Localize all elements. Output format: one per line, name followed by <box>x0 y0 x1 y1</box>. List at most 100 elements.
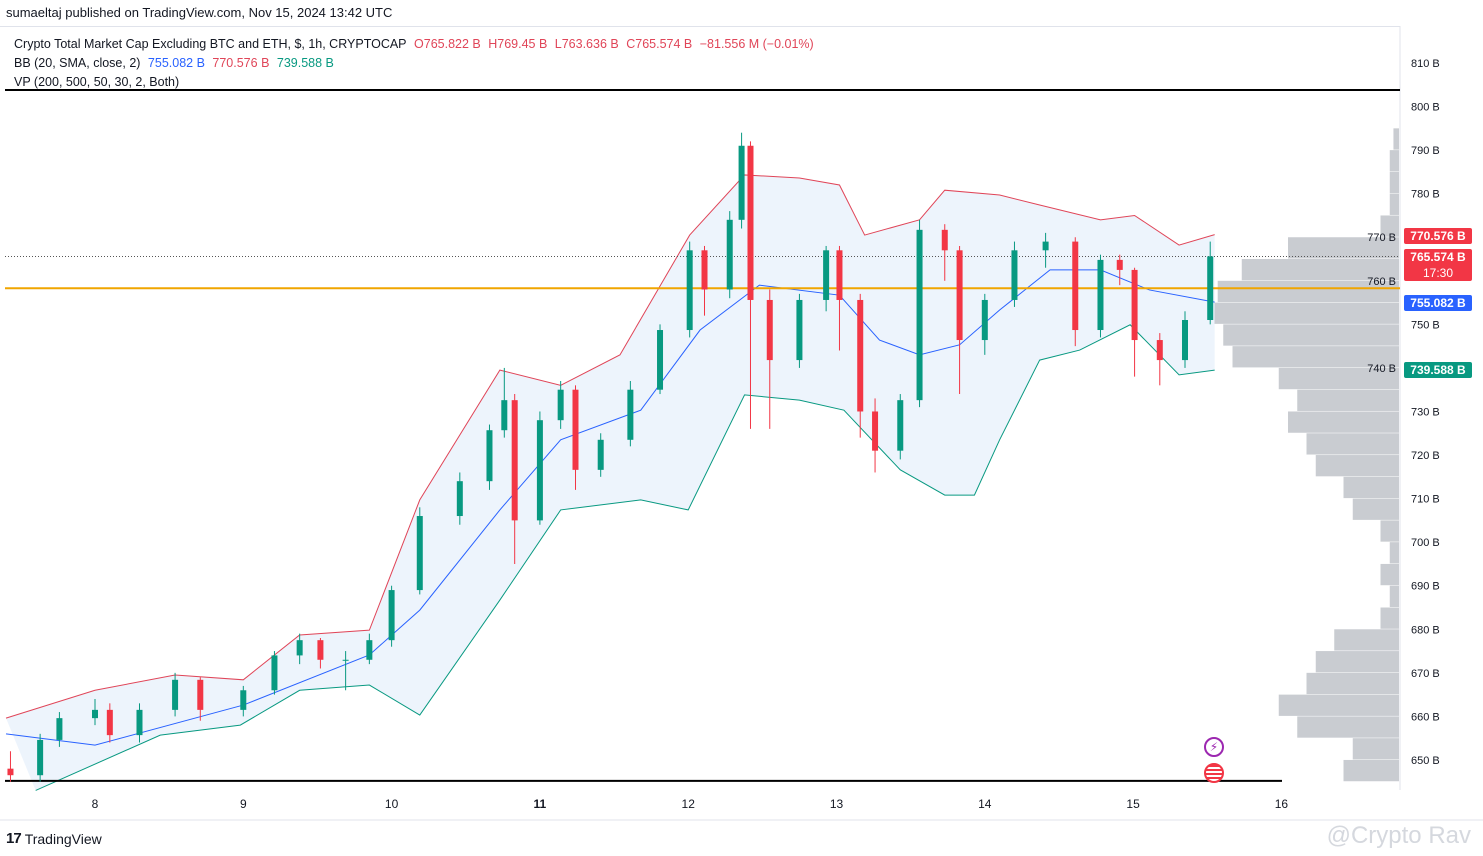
candle-body <box>1182 320 1189 361</box>
y-tick-label: 800 B <box>1411 102 1440 114</box>
candle-body <box>1042 241 1049 251</box>
bb-label: BB (20, SMA, close, 2) <box>14 56 141 70</box>
candle <box>536 411 543 525</box>
candle <box>240 685 247 717</box>
candle <box>7 751 14 782</box>
candle-body <box>388 590 395 641</box>
volume-profile-bar <box>1343 476 1399 499</box>
candle-body <box>823 250 830 300</box>
candle-body <box>627 389 634 440</box>
candle-body <box>342 659 349 661</box>
candle <box>1011 241 1018 307</box>
x-tick-label: 15 <box>1126 797 1140 811</box>
volume-profile-bar <box>1389 171 1399 194</box>
candle <box>897 394 904 460</box>
candle <box>1097 254 1104 338</box>
chart-legend: Crypto Total Market Cap Excluding BTC an… <box>14 35 818 92</box>
symbol-legend-row[interactable]: Crypto Total Market Cap Excluding BTC an… <box>14 35 818 54</box>
volume-profile-bar <box>1278 367 1399 390</box>
lightning-icon[interactable]: ⚡ <box>1204 737 1224 757</box>
candle-body <box>916 229 923 401</box>
candle-body <box>872 411 879 451</box>
candle-body <box>456 481 463 517</box>
bb-basis-value: 755.082 B <box>147 56 205 70</box>
candle <box>766 289 773 429</box>
us-flag-icon[interactable] <box>1204 763 1224 783</box>
volume-profile-bar <box>1315 455 1399 477</box>
footer-brand[interactable]: 17 TradingView <box>6 830 102 847</box>
candle <box>271 651 278 695</box>
candle-body <box>1116 259 1123 270</box>
volume-profile-bar <box>1223 324 1399 346</box>
volume-profile-bar <box>1288 237 1399 259</box>
volume-profile-bar <box>1380 520 1399 542</box>
candle-body <box>1156 340 1163 361</box>
candle <box>627 380 634 447</box>
bb-lower-value: 739.588 B <box>276 56 334 70</box>
candle-body <box>941 229 948 251</box>
candle <box>981 293 988 355</box>
candle <box>501 367 508 438</box>
bb-lower-badge: 739.588 B <box>1404 362 1472 378</box>
candle-body <box>557 389 564 421</box>
candle <box>1156 333 1163 386</box>
candle <box>366 633 373 665</box>
volume-profile-bar <box>1306 433 1399 455</box>
x-tick-label: 12 <box>682 797 696 811</box>
volume-profile-bar <box>1343 759 1399 782</box>
candle <box>657 324 664 395</box>
candle-body <box>701 250 708 290</box>
x-tick-label: 10 <box>385 797 399 811</box>
candle-body <box>106 709 113 736</box>
bar-countdown: 17:30 <box>1422 266 1454 280</box>
volume-profile-bar <box>1217 280 1399 303</box>
volume-profile-bar <box>1288 411 1399 433</box>
volume-profile-bar <box>1380 563 1399 586</box>
volume-profile-bar <box>1297 389 1399 411</box>
x-tick-label: 9 <box>240 797 247 811</box>
candle <box>738 132 745 229</box>
candle-body <box>1072 241 1079 331</box>
y-tick-label: 650 B <box>1411 755 1440 767</box>
ohlc-change: −81.556 M (−0.01%) <box>699 37 814 51</box>
price-axis <box>1400 26 1483 820</box>
candle <box>136 703 143 743</box>
volume-profile-bar <box>1278 694 1399 716</box>
ohlc-high: H769.45 B <box>488 37 548 51</box>
candle-body <box>366 640 373 660</box>
candle <box>296 633 303 665</box>
ohlc-low: L763.636 B <box>554 37 619 51</box>
volume-profile-bar <box>1380 215 1399 237</box>
y-tick-label: 670 B <box>1411 668 1440 680</box>
bb-lower-line <box>35 324 1215 791</box>
volume-profile-bar <box>1389 193 1399 215</box>
candle-body <box>766 299 773 361</box>
bb-legend-row[interactable]: BB (20, SMA, close, 2) 755.082 B 770.576… <box>14 54 818 73</box>
candle-body <box>501 400 508 431</box>
ohlc-open: O765.822 B <box>414 37 481 51</box>
candle <box>572 385 579 490</box>
candle-body <box>796 299 803 361</box>
candle <box>1182 311 1189 368</box>
candle <box>823 245 830 312</box>
candle <box>416 507 423 595</box>
candle <box>388 585 395 647</box>
tradingview-logo-icon: 17 <box>6 830 22 847</box>
y-tick-label: 730 B <box>1411 406 1440 418</box>
candle-body <box>726 219 733 290</box>
candle <box>701 245 708 316</box>
candle-body <box>747 145 754 300</box>
candle <box>686 241 693 338</box>
candle-body <box>686 250 693 331</box>
volume-profile-bar <box>1389 542 1399 564</box>
y-tick-label: 660 B <box>1411 711 1440 723</box>
candle-body <box>56 718 63 740</box>
candle-body <box>92 709 98 719</box>
volume-profile-bar <box>1297 716 1399 738</box>
candle-body <box>317 640 324 660</box>
last-price-value: 765.574 B <box>1410 250 1466 264</box>
volume-profile-bar <box>1389 585 1399 607</box>
candle <box>486 424 493 490</box>
vp-legend-row[interactable]: VP (200, 500, 50, 30, 2, Both) <box>14 73 818 92</box>
